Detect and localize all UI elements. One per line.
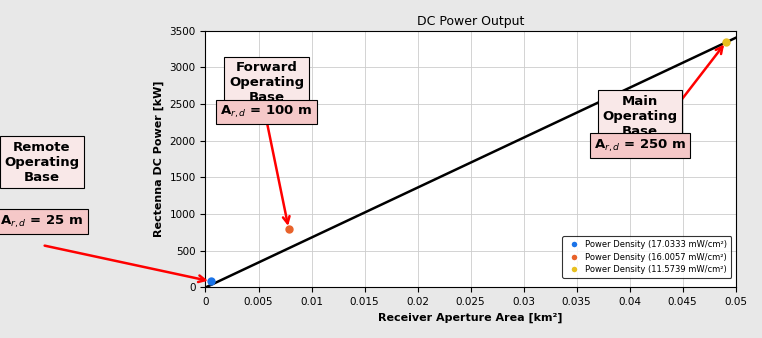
Text: A$_{r,d}$ = 25 m: A$_{r,d}$ = 25 m — [0, 213, 84, 230]
Title: DC Power Output: DC Power Output — [417, 15, 524, 28]
Y-axis label: Rectenna DC Power [kW]: Rectenna DC Power [kW] — [154, 81, 164, 237]
Text: A$_{r,d}$ = 250 m: A$_{r,d}$ = 250 m — [594, 137, 687, 154]
Text: Forward
Operating
Base: Forward Operating Base — [229, 62, 304, 104]
Text: Remote
Operating
Base: Remote Operating Base — [5, 141, 79, 184]
Text: A$_{r,d}$ = 100 m: A$_{r,d}$ = 100 m — [220, 104, 312, 120]
Text: Main
Operating
Base: Main Operating Base — [603, 95, 677, 138]
Point — [283, 226, 295, 232]
X-axis label: Receiver Aperture Area [km²]: Receiver Aperture Area [km²] — [378, 313, 563, 323]
Point — [205, 279, 217, 284]
Point — [720, 40, 732, 45]
Legend: Power Density (17.0333 mW/cm²), Power Density (16.0057 mW/cm²), Power Density (1: Power Density (17.0333 mW/cm²), Power De… — [562, 236, 732, 278]
